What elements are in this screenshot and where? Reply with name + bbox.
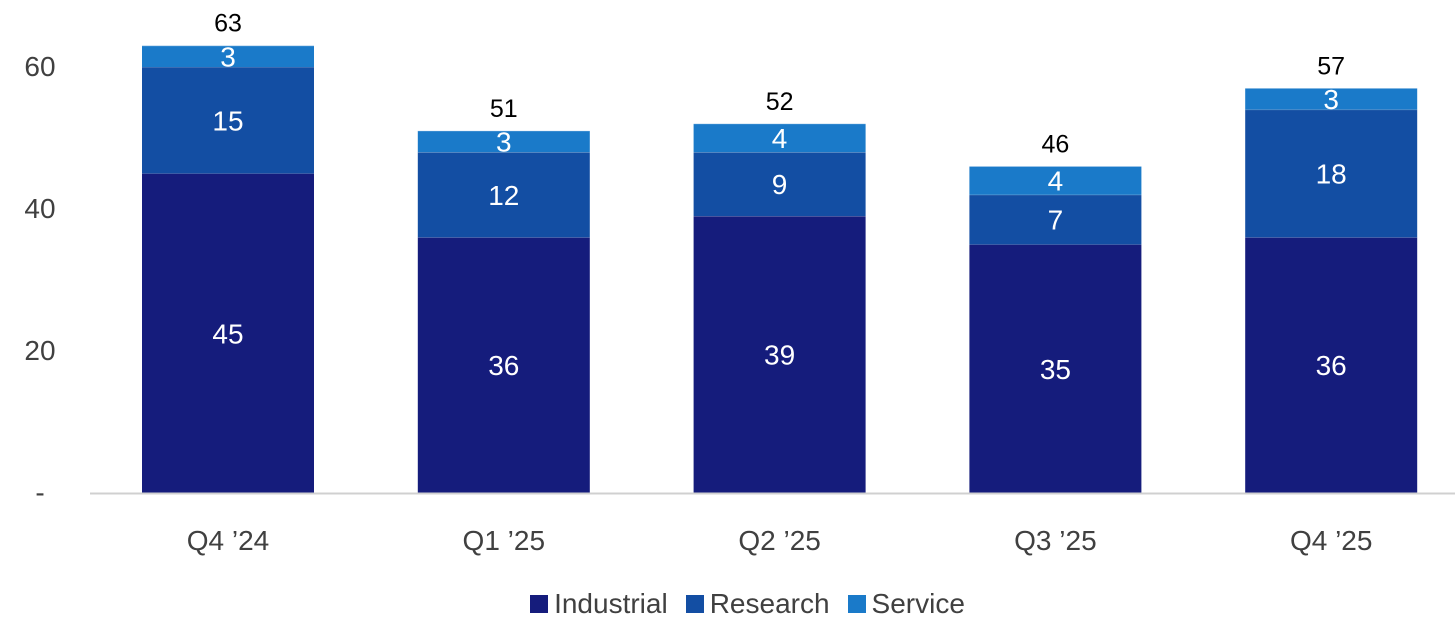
- bar-segment-research: [693, 152, 866, 217]
- y-tick-label: -: [35, 477, 44, 508]
- legend-item-industrial: Industrial: [530, 588, 668, 620]
- bar-segment-research: [417, 152, 590, 238]
- x-tick-label: Q2 ’25: [738, 525, 821, 556]
- x-tick-label: Q3 ’25: [1014, 525, 1097, 556]
- data-label: 3: [496, 127, 512, 158]
- bar-segment-research: [969, 194, 1142, 245]
- chart-legend: Industrial Research Service: [0, 588, 1455, 620]
- bar-segment-industrial: [142, 173, 314, 493]
- bar-segment-industrial: [1245, 237, 1418, 493]
- bar-segment-industrial: [693, 216, 866, 493]
- legend-swatch: [530, 595, 549, 613]
- data-label: 35: [1040, 354, 1071, 385]
- bar-segment-service: [969, 166, 1142, 195]
- data-label: 4: [1048, 166, 1064, 197]
- legend-label: Industrial: [554, 588, 668, 619]
- total-label: 51: [490, 95, 518, 123]
- bar-segment-research: [1245, 109, 1418, 238]
- y-tick-label: 60: [24, 51, 55, 82]
- bar-segment-research: [142, 67, 314, 174]
- data-label: 12: [488, 180, 519, 211]
- x-tick-label: Q4 ’24: [187, 525, 270, 556]
- bar-segment-service: [693, 123, 866, 153]
- data-label: 3: [1323, 84, 1339, 115]
- legend-swatch: [685, 595, 704, 613]
- x-tick-label: Q1 ’25: [463, 525, 546, 556]
- x-tick-label: Q4 ’25: [1290, 525, 1373, 556]
- data-label: 45: [212, 318, 243, 349]
- data-label: 36: [488, 350, 519, 381]
- legend-item-research: Research: [685, 588, 830, 620]
- bar-segment-service: [417, 130, 590, 153]
- legend-item-service: Service: [847, 588, 965, 620]
- data-label: 7: [1048, 205, 1064, 236]
- y-tick-label: 20: [24, 335, 55, 366]
- data-label: 4: [772, 123, 788, 154]
- data-label: 3: [220, 41, 236, 72]
- total-label: 52: [766, 88, 794, 116]
- data-label: 18: [1316, 159, 1347, 190]
- bar-segment-service: [142, 45, 314, 67]
- total-label: 57: [1317, 52, 1345, 80]
- y-tick-label: 40: [24, 193, 55, 224]
- data-label: 9: [772, 169, 788, 200]
- data-label: 39: [764, 340, 795, 371]
- data-label: 36: [1316, 350, 1347, 381]
- total-label: 63: [214, 10, 242, 38]
- total-label: 46: [1041, 130, 1069, 158]
- bar-segment-industrial: [969, 244, 1142, 493]
- legend-swatch: [847, 595, 866, 613]
- data-label: 15: [212, 105, 243, 136]
- bar-segment-industrial: [417, 237, 590, 493]
- bar-segment-service: [1245, 88, 1418, 110]
- legend-label: Research: [709, 588, 830, 619]
- legend-label: Service: [871, 588, 965, 619]
